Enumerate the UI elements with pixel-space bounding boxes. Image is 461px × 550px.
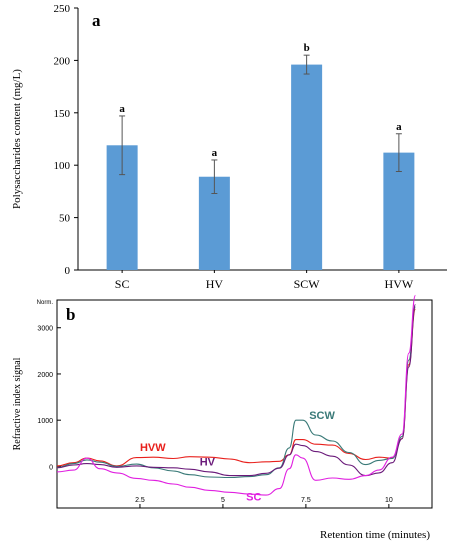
bar-SCW: [291, 64, 323, 270]
panel-b-x-tick-label: 10: [385, 497, 393, 504]
panel-b-y-unit-label: Norm.: [37, 300, 54, 306]
series-label-HV: HV: [200, 456, 216, 468]
significance-label-HV: a: [212, 147, 218, 159]
significance-label-HVW: a: [396, 121, 402, 133]
series-line-HVW: [56, 308, 416, 467]
panel-b-y-tick-label: 2000: [37, 372, 53, 379]
series-label-SCW: SCW: [309, 410, 335, 422]
panel-b-x-tick-label: 2.5: [135, 497, 145, 504]
panel-a-y-tick-label: 50: [59, 213, 71, 225]
panel-b-y-label: Refractive index signal: [12, 357, 23, 450]
category-label-HV: HV: [206, 277, 224, 291]
panel-b-label: b: [66, 305, 75, 324]
panel-b: [56, 294, 433, 509]
category-label-SC: SC: [115, 277, 130, 291]
series-line-HV: [56, 304, 416, 477]
panel-b-y-tick-label: 0: [49, 464, 53, 471]
significance-label-SC: a: [119, 103, 125, 115]
series-line-SC: [56, 294, 416, 496]
bar-HVW: [383, 152, 415, 270]
series-label-SC: SC: [246, 492, 261, 504]
panel-b-x-label: Retention time (minutes): [320, 529, 430, 541]
series-line-SCW: [56, 306, 416, 479]
panel-b-x-tick-label: 7.5: [301, 497, 311, 504]
panel-a-y-tick-label: 200: [54, 55, 71, 67]
panel-a-y-tick-label: 150: [54, 108, 71, 120]
panel-a-y-label: Polysaccharides content (mg/L): [11, 69, 23, 209]
panel-a-y-tick-label: 0: [65, 265, 71, 277]
panel-a-label: a: [92, 11, 101, 30]
panel-a-y-tick-label: 250: [54, 3, 71, 15]
panel-a: [74, 7, 447, 273]
category-label-HVW: HVW: [385, 277, 414, 291]
category-label-SCW: SCW: [294, 277, 321, 291]
panel-b-y-tick-label: 3000: [37, 326, 53, 333]
panel-b-frame: [56, 299, 433, 509]
panel-b-y-tick-label: 1000: [37, 418, 53, 425]
series-label-HVW: HVW: [140, 442, 166, 454]
significance-label-SCW: b: [304, 42, 310, 54]
panel-a-y-tick-label: 100: [54, 160, 71, 172]
panel-b-x-tick-label: 5: [221, 497, 225, 504]
